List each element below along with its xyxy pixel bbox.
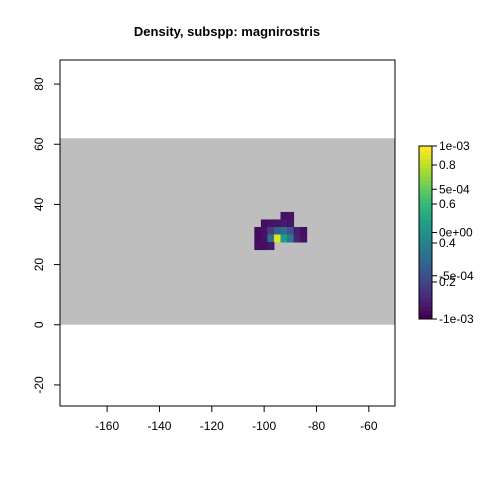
colorbar-segment [419, 210, 432, 216]
colorbar-segment [419, 150, 432, 156]
colorbar-segment [419, 236, 432, 242]
colorbar-segment [419, 288, 432, 294]
colorbar-segment [419, 197, 432, 203]
colorbar-segment [419, 158, 432, 164]
density-cell [267, 226, 275, 236]
y-tick-label: 80 [32, 77, 46, 91]
density-cell [260, 219, 268, 228]
density-cell [280, 226, 288, 236]
colorbar-segment [419, 171, 432, 177]
colorbar-segment [419, 223, 432, 229]
x-tick-label: -140 [147, 419, 171, 433]
colorbar-segment [419, 293, 432, 298]
density-cell [280, 219, 288, 228]
x-tick-label: -60 [360, 419, 378, 433]
colorbar-label: 0.2 [439, 275, 456, 289]
colorbar-label: 1e-03 [439, 139, 470, 153]
density-cell [260, 226, 268, 236]
x-tick-label: -160 [95, 419, 119, 433]
colorbar-segment [419, 180, 432, 186]
colorbar-segment [419, 271, 432, 277]
colorbar-label: -1e-03 [439, 312, 474, 326]
colorbar-segment [419, 193, 432, 199]
x-tick-label: -100 [252, 419, 276, 433]
colorbar-label: 0.4 [439, 236, 456, 250]
colorbar-label: 5e-04 [439, 182, 470, 196]
y-tick-label: 40 [32, 197, 46, 211]
density-cell [273, 226, 281, 236]
density-cell [293, 226, 301, 236]
density-cells [254, 211, 308, 251]
colorbar-segment [419, 167, 432, 173]
y-tick-label: 60 [32, 137, 46, 151]
density-cell [260, 234, 268, 243]
x-tick-label: -120 [200, 419, 224, 433]
density-cell [287, 234, 295, 243]
colorbar-segment [419, 310, 432, 316]
colorbar-segment [419, 189, 432, 195]
colorbar-segment [419, 284, 432, 290]
colorbar-segment [419, 228, 432, 233]
density-cell [280, 211, 288, 220]
colorbar-label: 0e+00 [439, 226, 473, 240]
colorbar-segment [419, 232, 432, 238]
chart-title: Density, subspp: magnirostris [134, 24, 320, 39]
colorbar-segment [419, 206, 432, 212]
colorbar-segment [419, 146, 432, 151]
colorbar-segment [419, 215, 432, 221]
colorbar-segment [419, 154, 432, 160]
density-cell [260, 242, 268, 251]
colorbar-segment [419, 297, 432, 303]
density-cell [254, 234, 262, 243]
density-cell [254, 242, 262, 251]
density-cell [273, 219, 281, 228]
colorbar-segment [419, 202, 432, 208]
y-tick-label: 0 [32, 321, 46, 328]
x-axis: -160 -140 -120 -100 -80 -60 [95, 405, 378, 433]
density-cell [273, 234, 281, 243]
density-cell [254, 226, 262, 236]
density-cell [267, 242, 275, 251]
y-axis: -20 0 20 40 60 80 [32, 77, 60, 394]
colorbar-segment [419, 184, 432, 190]
density-cell [287, 226, 295, 236]
density-cell [267, 234, 275, 243]
colorbar-segment [419, 280, 432, 285]
colorbar-segment [419, 306, 432, 311]
colorbar-segment [419, 176, 432, 182]
colorbar-segment [419, 267, 432, 272]
density-cell [300, 226, 308, 236]
colorbar-legend: 1e-03 5e-04 0e+00 -5e-04 -1e-03 0.8 0.6 0.4 0.2 [418, 139, 474, 326]
background-band [60, 138, 395, 325]
colorbar-segment [419, 219, 432, 225]
colorbar-segment [419, 258, 432, 264]
density-cell [300, 234, 308, 243]
density-cell [287, 211, 295, 220]
colorbar-segment [419, 163, 432, 169]
y-tick-label: -20 [32, 376, 46, 394]
density-cell [287, 219, 295, 228]
colorbar-segment [419, 262, 432, 268]
y-tick-label: 20 [32, 258, 46, 272]
density-cell [280, 234, 288, 243]
colorbar-segment [419, 275, 432, 281]
colorbar-label: -5e-04 [439, 269, 474, 283]
colorbar-label: 0.6 [439, 197, 456, 211]
x-tick-label: -80 [308, 419, 326, 433]
colorbar-segment [419, 314, 432, 320]
colorbar-segment [419, 249, 432, 255]
colorbar-segment [419, 301, 432, 307]
colorbar-segment [419, 241, 432, 246]
colorbar-label: 0.8 [439, 158, 456, 172]
colorbar-segment [419, 254, 432, 259]
colorbar-segment [419, 245, 432, 251]
density-cell [267, 219, 275, 228]
density-cell [293, 234, 301, 243]
